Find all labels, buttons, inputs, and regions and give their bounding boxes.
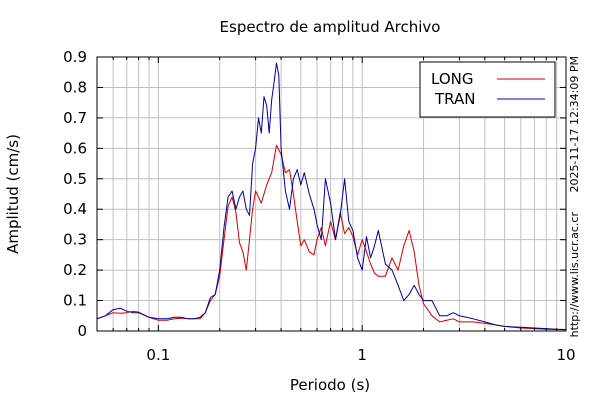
- y-tick-label: 0: [77, 322, 87, 340]
- y-tick-label: 0.1: [63, 292, 87, 310]
- y-tick-label: 0.3: [63, 231, 87, 249]
- y-tick-label: 0.5: [63, 170, 87, 188]
- chart-title: Espectro de amplitud Archivo: [220, 18, 441, 36]
- legend-label-tran: TRAN: [434, 90, 475, 108]
- x-axis-label: Periodo (s): [290, 376, 370, 394]
- legend-box: [419, 61, 556, 118]
- x-tick-label: 0.1: [146, 346, 170, 364]
- y-tick-label: 0.4: [63, 200, 87, 218]
- x-tick-label: 10: [556, 346, 575, 364]
- legend-label-long: LONG: [431, 70, 473, 88]
- series-layer: [96, 62, 567, 331]
- plot-frame: [96, 56, 567, 332]
- y-tick-label: 0.7: [63, 109, 87, 127]
- y-tick-label: 0.6: [63, 139, 87, 157]
- url-text: http://www.lis.ucr.ac.cr: [568, 212, 581, 338]
- y-tick-label: 0.9: [63, 48, 87, 66]
- x-tick-label: 1: [357, 346, 367, 364]
- y-tick-label: 0.2: [63, 261, 87, 279]
- y-tick-label: 0.8: [63, 78, 87, 96]
- timestamp-text: 2025-11-17 12:34:09 PM: [568, 56, 581, 192]
- legend: LONG TRAN: [419, 61, 556, 118]
- series-line-tran: [96, 62, 567, 330]
- axis-ticks: 0 0.1 0.2 0.3 0.4 0.5 0.6 0.7 0.8 0.9 0.1 1 10: [63, 48, 575, 364]
- y-axis-label: Amplitud (cm/s): [4, 134, 22, 254]
